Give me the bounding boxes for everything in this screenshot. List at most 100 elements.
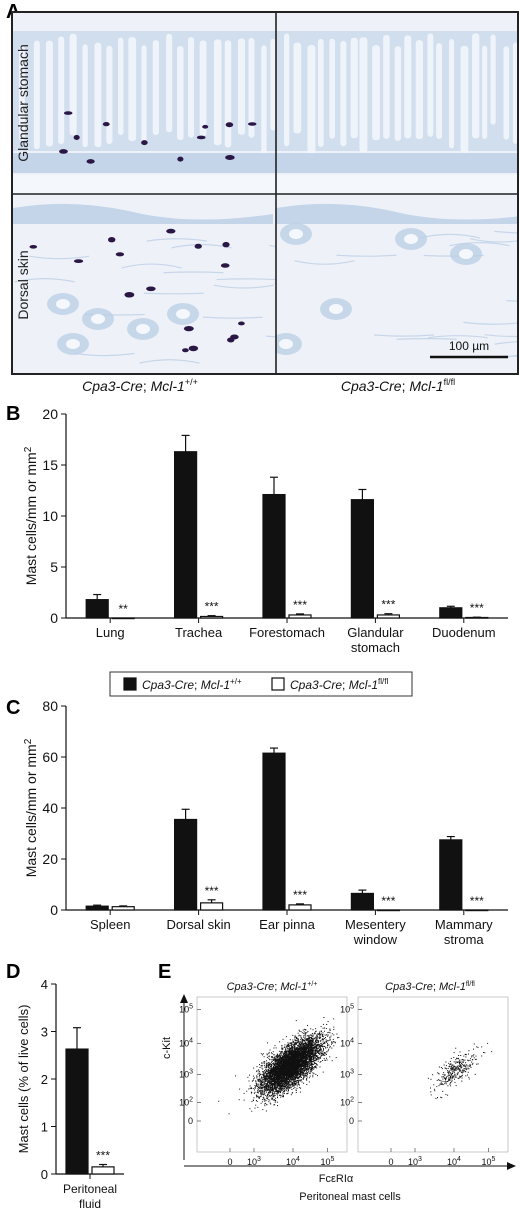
scatter-point — [265, 1095, 266, 1096]
scatter-point — [323, 1024, 324, 1025]
muscularis-layer — [276, 153, 517, 173]
row-label-glandular-stomach: Glandular stomach — [15, 44, 31, 162]
scatter-point — [333, 1034, 334, 1035]
scatter-point — [257, 1074, 258, 1075]
scatter-point — [312, 1064, 313, 1065]
scatter-point — [258, 1084, 259, 1085]
y-axis-label-main: Mast cells/mm or mm — [23, 744, 39, 877]
scatter-point — [262, 1065, 263, 1066]
scatter-caption: Peritoneal mast cells — [299, 1191, 401, 1203]
scatter-point — [315, 1053, 316, 1054]
scatter-point — [311, 1061, 312, 1062]
gland-lumen — [166, 34, 172, 133]
scatter-point — [287, 1046, 288, 1047]
scatter-point — [256, 1097, 257, 1098]
scatter-point — [270, 1073, 271, 1074]
scatter-point — [289, 1053, 290, 1054]
scatter-point — [272, 1053, 273, 1054]
scatter-point — [313, 1067, 314, 1068]
scatter-point — [300, 1088, 301, 1089]
scatter-point — [323, 1072, 324, 1073]
gland-lumen — [141, 45, 146, 142]
scatter-point — [328, 1045, 329, 1046]
scatter-point — [306, 1079, 307, 1080]
scatter-point — [313, 1053, 314, 1054]
scatter-point — [269, 1052, 270, 1053]
scatter-point — [324, 1038, 325, 1039]
scatter-point — [319, 1037, 320, 1038]
scatter-point — [263, 1062, 264, 1063]
scatter-point — [298, 1033, 299, 1034]
scatter-point — [268, 1062, 269, 1063]
scatter-point — [309, 1041, 310, 1042]
scatter-point — [264, 1063, 265, 1064]
scatter-point — [270, 1104, 271, 1105]
scatter-point — [328, 1035, 329, 1036]
mast-cell — [64, 111, 72, 115]
y-tick-label: 20 — [42, 406, 58, 422]
scatter-point — [281, 1062, 282, 1063]
scatter-point — [286, 1089, 287, 1090]
follicle-lumen — [66, 339, 80, 349]
gland-lumen — [436, 43, 442, 139]
scatter-point — [267, 1054, 268, 1055]
scatter-point — [244, 1093, 245, 1094]
scatter-point — [235, 1075, 236, 1076]
tick-sup: 5 — [331, 1156, 335, 1163]
scatter-y-label: c-Kit — [161, 1037, 173, 1059]
scatter-point — [287, 1084, 288, 1085]
scatter-point — [284, 1053, 285, 1054]
row-label-dorsal-skin: Dorsal skin — [15, 250, 31, 319]
scatter-point — [306, 1043, 307, 1044]
scatter-point — [274, 1092, 275, 1093]
scatter-point — [295, 1080, 296, 1081]
legend-swatch-wt — [124, 678, 136, 690]
bar-wt — [440, 840, 462, 910]
gland-lumen — [359, 37, 367, 152]
scatter-point — [310, 1076, 311, 1077]
scatter-point — [290, 1052, 291, 1053]
scatter-point — [306, 1080, 307, 1081]
scatter-point — [323, 1043, 324, 1044]
panel-c-letter: C — [6, 697, 20, 719]
bar-wt — [175, 819, 197, 910]
scatter-point — [288, 1093, 289, 1094]
x-tick-label: stomach — [351, 640, 400, 655]
scatter-point — [262, 1071, 263, 1072]
scatter-point — [256, 1071, 257, 1072]
tick-sup: 3 — [189, 1069, 193, 1076]
scatter-point — [264, 1079, 265, 1080]
scatter-point — [311, 1042, 312, 1043]
bar-wt — [86, 906, 108, 910]
scatter-point — [313, 1036, 314, 1037]
scatter-point — [283, 1080, 284, 1081]
scatter-point — [290, 1045, 291, 1046]
scatter-point — [261, 1087, 262, 1088]
scatter-point — [255, 1087, 256, 1088]
y-tick-label: 3 — [41, 1025, 48, 1040]
scatter-point — [281, 1053, 282, 1054]
scatter-point — [274, 1086, 275, 1087]
scatter-point — [307, 1077, 308, 1078]
scatter-point — [288, 1049, 289, 1050]
scatter-point — [294, 1046, 295, 1047]
scatter-point — [279, 1051, 280, 1052]
gland-lumen — [504, 46, 510, 139]
scatter-point — [312, 1072, 313, 1073]
scatter-point — [296, 1082, 297, 1083]
scatter-point — [278, 1090, 279, 1091]
scatter-point — [272, 1096, 273, 1097]
scatter-point — [284, 1051, 285, 1052]
y-tick-label: 20 — [42, 851, 58, 867]
scatter-point — [291, 1043, 292, 1044]
scatter-point — [259, 1064, 260, 1065]
scatter-point — [306, 1071, 307, 1072]
scatter-point — [218, 1101, 219, 1102]
bar-ko — [289, 905, 311, 910]
scatter-point — [274, 1048, 275, 1049]
scatter-point — [304, 1068, 305, 1069]
scatter-point — [314, 1052, 315, 1053]
scatter-point — [305, 1040, 306, 1041]
scatter-point — [256, 1075, 257, 1076]
scatter-point — [315, 1039, 316, 1040]
